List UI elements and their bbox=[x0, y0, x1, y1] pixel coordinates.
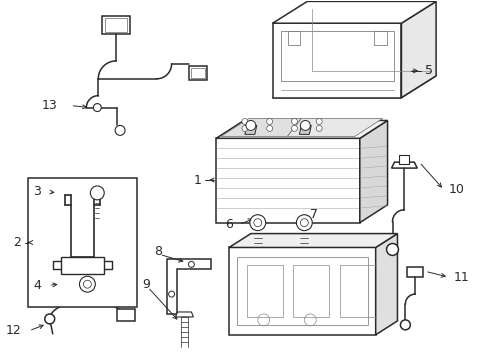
Circle shape bbox=[253, 219, 261, 227]
Bar bbox=[293, 265, 328, 317]
Polygon shape bbox=[272, 23, 401, 98]
Text: 7: 7 bbox=[310, 208, 318, 221]
Text: 6: 6 bbox=[224, 218, 233, 231]
Text: 9: 9 bbox=[142, 278, 149, 291]
Polygon shape bbox=[375, 234, 397, 335]
Bar bbox=[191, 68, 205, 78]
Circle shape bbox=[266, 118, 272, 125]
Polygon shape bbox=[175, 312, 193, 317]
Polygon shape bbox=[216, 121, 387, 138]
Bar bbox=[246, 265, 282, 317]
Polygon shape bbox=[61, 257, 104, 274]
Polygon shape bbox=[299, 125, 311, 134]
Text: 2: 2 bbox=[13, 236, 21, 249]
Polygon shape bbox=[359, 121, 387, 223]
Polygon shape bbox=[391, 162, 416, 168]
Circle shape bbox=[93, 104, 101, 112]
Text: 12: 12 bbox=[5, 324, 21, 337]
Text: 4: 4 bbox=[33, 279, 41, 292]
Bar bbox=[105, 18, 127, 32]
Circle shape bbox=[45, 314, 55, 324]
Circle shape bbox=[291, 125, 297, 131]
Polygon shape bbox=[272, 76, 435, 98]
Circle shape bbox=[245, 121, 255, 130]
Bar bbox=[399, 155, 408, 164]
Circle shape bbox=[242, 125, 247, 131]
Text: 13: 13 bbox=[42, 99, 58, 112]
Circle shape bbox=[242, 118, 247, 125]
Polygon shape bbox=[244, 125, 256, 134]
Circle shape bbox=[386, 243, 398, 255]
Text: 10: 10 bbox=[448, 184, 464, 197]
Circle shape bbox=[316, 118, 322, 125]
Text: 1: 1 bbox=[193, 174, 201, 186]
Circle shape bbox=[80, 276, 95, 292]
Polygon shape bbox=[166, 260, 211, 314]
Text: 5: 5 bbox=[425, 64, 432, 77]
Bar bbox=[237, 257, 367, 325]
Polygon shape bbox=[287, 31, 300, 45]
Polygon shape bbox=[287, 118, 382, 136]
Circle shape bbox=[266, 125, 272, 131]
Polygon shape bbox=[216, 138, 359, 223]
Circle shape bbox=[300, 219, 307, 227]
Text: 8: 8 bbox=[153, 245, 162, 258]
Text: 11: 11 bbox=[453, 271, 468, 284]
Bar bbox=[117, 309, 135, 321]
Circle shape bbox=[90, 186, 104, 200]
Polygon shape bbox=[373, 31, 386, 45]
Bar bbox=[280, 31, 393, 81]
Text: 3: 3 bbox=[33, 185, 41, 198]
Bar bbox=[102, 16, 130, 34]
Circle shape bbox=[249, 215, 265, 231]
Circle shape bbox=[115, 125, 125, 135]
Bar bbox=[407, 267, 422, 277]
Circle shape bbox=[300, 121, 310, 130]
Circle shape bbox=[296, 215, 312, 231]
Bar bbox=[28, 178, 137, 307]
Polygon shape bbox=[401, 1, 435, 98]
Polygon shape bbox=[272, 1, 435, 23]
Polygon shape bbox=[221, 118, 301, 136]
Polygon shape bbox=[228, 247, 375, 335]
Circle shape bbox=[316, 125, 322, 131]
Circle shape bbox=[291, 118, 297, 125]
Circle shape bbox=[400, 320, 409, 330]
Bar bbox=[339, 265, 375, 317]
Bar bbox=[189, 66, 207, 80]
Circle shape bbox=[83, 280, 91, 288]
Polygon shape bbox=[228, 234, 397, 247]
